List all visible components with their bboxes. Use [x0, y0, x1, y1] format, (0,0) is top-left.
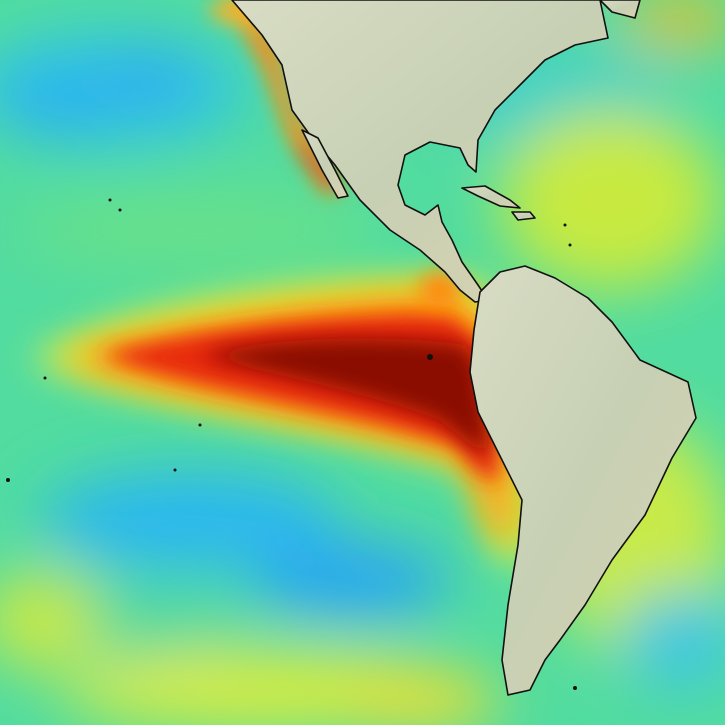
cool-patch	[0, 70, 120, 130]
island	[118, 208, 122, 212]
island	[108, 198, 112, 202]
cool-patch	[620, 590, 725, 690]
cool-patch	[40, 470, 340, 570]
warm-spot	[420, 272, 460, 308]
galapagos	[427, 354, 433, 360]
el-nino-tongue	[30, 272, 530, 560]
warm-patch	[0, 570, 100, 670]
warm-patch	[500, 110, 720, 290]
islands	[6, 198, 577, 690]
cool-patch	[250, 540, 450, 620]
greenland-edge	[599, 0, 641, 19]
south-america	[469, 265, 697, 696]
tongue-core	[200, 338, 490, 455]
cuba	[461, 185, 521, 209]
island	[198, 423, 202, 427]
island	[568, 243, 572, 247]
warm-patch	[340, 670, 500, 725]
hispaniola	[511, 211, 536, 221]
north-america	[231, 0, 609, 303]
land	[231, 0, 697, 696]
island	[43, 376, 47, 380]
island	[173, 468, 177, 472]
neutral-patch	[20, 190, 380, 270]
warm-patch	[620, 0, 725, 45]
cool-patch	[105, 55, 195, 105]
falklands	[573, 686, 577, 690]
island	[563, 223, 567, 227]
island	[6, 478, 10, 482]
baja-california	[301, 129, 349, 199]
